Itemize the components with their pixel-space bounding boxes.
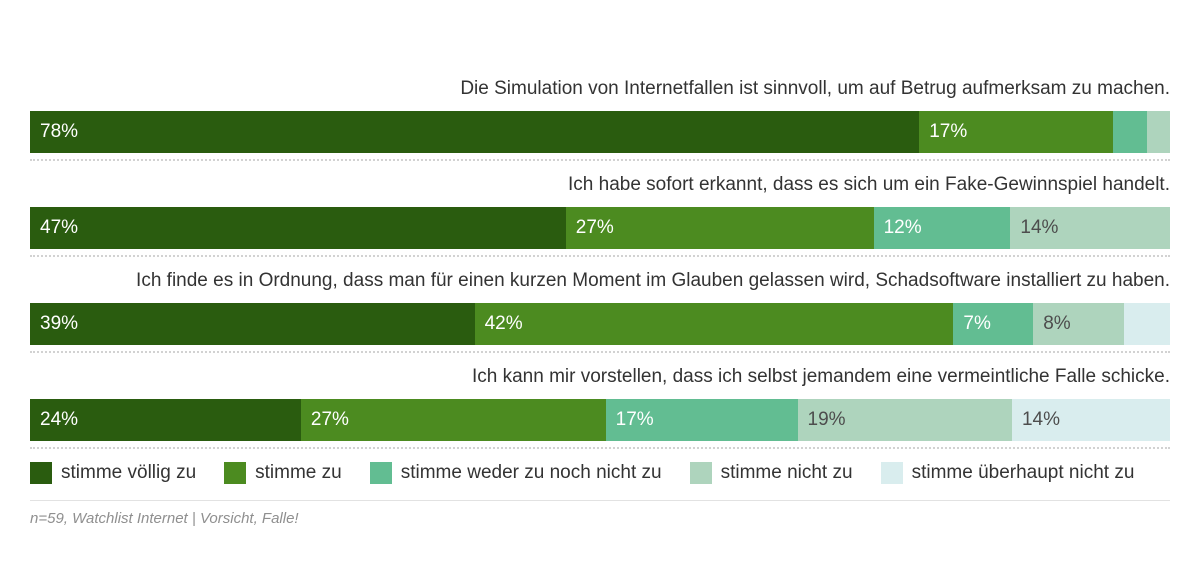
legend-label: stimme zu [255, 462, 342, 483]
chart-row: Die Simulation von Internetfallen ist si… [30, 78, 1170, 161]
row-separator [30, 255, 1170, 257]
source-note: n=59, Watchlist Internet | Vorsicht, Fal… [30, 500, 1170, 527]
statement-label: Ich kann mir vorstellen, dass ich selbst… [471, 366, 1170, 387]
segment-value-label: 47% [40, 217, 79, 238]
bar-segment: 24% [30, 399, 301, 441]
legend-swatch [880, 462, 903, 484]
legend-item: stimme überhaupt nicht zu [880, 462, 1135, 484]
legend-item: stimme weder zu noch nicht zu [369, 462, 662, 484]
segment-value-label: 14% [1021, 409, 1060, 430]
bar-segment: 78% [30, 111, 920, 153]
legend: stimme völlig zu stimme zu stimme weder zu… [30, 462, 1170, 484]
segment-value-label: 42% [484, 313, 523, 334]
segment-value-label: 24% [40, 409, 79, 430]
stacked-bar: 78% 17% [30, 111, 1170, 153]
bar-segment: 27% [565, 207, 874, 249]
legend-swatch [689, 462, 712, 484]
bar-segment: 14% [1011, 399, 1170, 441]
bar-segment: 17% [919, 111, 1113, 153]
bar-segment [1112, 111, 1148, 153]
bar-segment: 27% [300, 399, 606, 441]
segment-value-label: 12% [883, 217, 922, 238]
segment-value-label: 27% [310, 409, 349, 430]
legend-label: stimme nicht zu [720, 462, 853, 483]
legend-label: stimme völlig zu [61, 462, 197, 483]
legend-item: stimme zu [224, 462, 342, 484]
segment-value-label: 14% [1020, 217, 1059, 238]
row-separator [30, 351, 1170, 353]
statement-label: Ich finde es in Ordnung, dass man für ei… [136, 270, 1170, 291]
statement-label: Ich habe sofort erkannt, dass es sich um… [568, 174, 1170, 195]
bar-segment: 7% [953, 303, 1034, 345]
bar-segment: 39% [30, 303, 475, 345]
legend-swatch [369, 462, 392, 484]
stacked-bar: 39% 42% 7% 8% [30, 303, 1170, 345]
bar-segment [1124, 303, 1170, 345]
segment-value-label: 17% [929, 121, 968, 142]
bar-segment: 14% [1010, 207, 1170, 249]
bar-segment: 47% [30, 207, 566, 249]
bar-segment: 17% [605, 399, 798, 441]
stacked-bar: 47% 27% 12% 14% [30, 207, 1170, 249]
row-separator [30, 447, 1170, 449]
legend-swatch [224, 462, 247, 484]
chart-row: Ich finde es in Ordnung, dass man für ei… [30, 270, 1170, 353]
legend-label: stimme überhaupt nicht zu [911, 462, 1135, 483]
bar-segment [1147, 111, 1170, 153]
statement-label: Die Simulation von Internetfallen ist si… [460, 78, 1170, 99]
segment-value-label: 19% [807, 409, 846, 430]
legend-item: stimme völlig zu [30, 462, 196, 484]
row-separator [30, 159, 1170, 161]
chart-row: Ich kann mir vorstellen, dass ich selbst… [30, 366, 1170, 449]
legend-swatch [30, 462, 52, 484]
bar-segment: 8% [1033, 303, 1125, 345]
segment-value-label: 78% [40, 121, 79, 142]
legend-item: stimme nicht zu [689, 462, 853, 484]
segment-value-label: 8% [1043, 313, 1071, 334]
chart-row: Ich habe sofort erkannt, dass es sich um… [30, 174, 1170, 257]
bar-segment: 19% [797, 399, 1012, 441]
segment-value-label: 39% [40, 313, 79, 334]
stacked-bar: 24% 27% 17% 19% 14% [30, 399, 1170, 441]
legend-label: stimme weder zu noch nicht zu [400, 462, 662, 483]
segment-value-label: 17% [615, 409, 654, 430]
segment-value-label: 7% [963, 313, 991, 334]
bar-segment: 12% [873, 207, 1011, 249]
segment-value-label: 27% [575, 217, 614, 238]
bar-segment: 42% [474, 303, 954, 345]
chart-rows: Die Simulation von Internetfallen ist si… [30, 0, 1170, 449]
